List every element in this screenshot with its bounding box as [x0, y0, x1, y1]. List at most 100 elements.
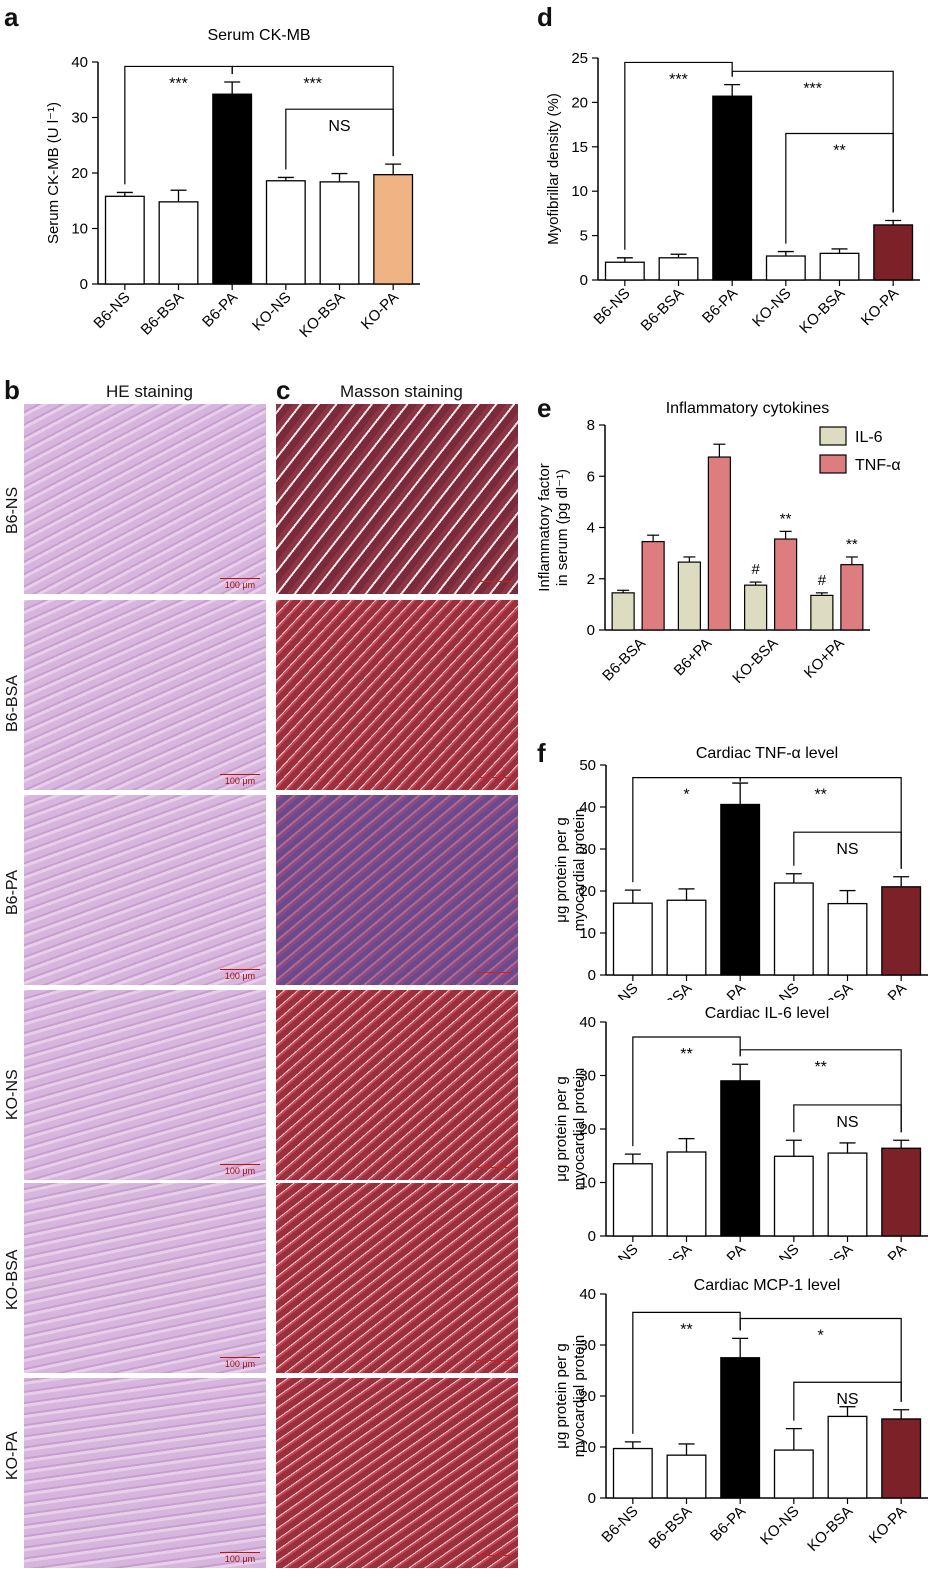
y-tick-label: 0	[587, 622, 595, 639]
chart-title: Cardiac IL-6 level	[705, 1005, 830, 1022]
y-tick-label: 0	[588, 967, 596, 984]
x-tick-label: KO-NS	[749, 285, 795, 331]
bar-ko-pa	[881, 1418, 922, 1499]
y-tick-label: 0	[80, 276, 88, 293]
significance-label: **	[680, 1321, 692, 1338]
significance-bracket	[739, 1317, 902, 1402]
y-axis-label: Serum CK-MB (U l⁻¹)	[45, 102, 62, 244]
bar-b6-bsa	[666, 899, 707, 976]
bar-b6-ns	[604, 261, 645, 281]
y-tick-label: 40	[579, 799, 596, 816]
x-tick-label: B6-BSA	[646, 1503, 696, 1553]
chart-serum-ckmb: Serum CK-MB 0 10 20 30 40 Serum CK-MB (U l⁻¹) B…	[45, 27, 420, 341]
bar-tnf-α-ko+pa	[840, 564, 864, 631]
x-tick-label: B6-PA	[707, 980, 749, 1000]
bar-il-6-b6-bsa	[611, 592, 635, 631]
bar-ko-bsa	[319, 181, 360, 285]
x-tick-label: KO-NS	[757, 1503, 803, 1549]
bar-ko-pa	[881, 886, 922, 976]
chart-cardiac-mcp1: Cardiac MCP-1 level 0 10 20 30 40 μg protein p…	[553, 1277, 928, 1555]
chart-cardiac-il6: Cardiac IL-6 level 0 10 20 30 40 μg protein pe…	[553, 1005, 928, 1260]
masson-micrograph-b6-bsa	[276, 600, 518, 790]
y-tick-label: 15	[571, 139, 588, 156]
significance-bracket	[624, 61, 733, 250]
y-tick-label: 10	[579, 925, 596, 942]
significance-label: *	[818, 1327, 824, 1344]
panel-letter-d: d	[537, 2, 553, 32]
row-label-ko-ns: KO-NS	[4, 1069, 21, 1120]
masson-micrograph-ko-bsa	[276, 1183, 518, 1373]
bar-il-6-b6+pa	[677, 561, 701, 631]
y-tick-label: 4	[587, 520, 595, 537]
x-tick-label: KO-PA	[866, 1503, 910, 1547]
y-axis-label: Inflammatory factor	[536, 463, 553, 591]
scale-bar: 100 μm	[220, 1357, 260, 1369]
x-tick-label: KO-NS	[757, 980, 803, 1000]
row-label-b6-bsa: B6-BSA	[4, 675, 21, 732]
bar-tnf-α-b6-bsa	[641, 540, 665, 631]
bar-b6-ns	[612, 1163, 653, 1237]
bar-ko-bsa	[827, 902, 868, 976]
significance-label: NS	[836, 841, 858, 858]
y-tick-label: 20	[571, 94, 588, 111]
significance-bracket	[739, 1049, 902, 1133]
chart-title: Cardiac TNF-α level	[696, 745, 838, 762]
y-tick-label: 8	[587, 417, 595, 434]
bar-b6-pa	[720, 803, 761, 976]
y-tick-label: 10	[71, 221, 88, 238]
bar-b6-ns	[612, 1447, 653, 1499]
y-tick-label: 10	[579, 1439, 596, 1456]
bar-b6-ns	[612, 902, 653, 976]
chart-title: Serum CK-MB	[207, 27, 310, 44]
significance-label: NS	[836, 1391, 858, 1408]
bar-b6-bsa	[666, 1454, 707, 1499]
y-tick-label: 0	[588, 1490, 596, 1507]
bar-tnf-α-ko-bsa	[774, 538, 798, 631]
bar-b6-bsa	[658, 257, 699, 281]
y-tick-label: 40	[71, 54, 88, 71]
bar-ko-bsa	[827, 1152, 868, 1237]
x-tick-label: B6-BSA	[646, 980, 696, 1000]
significance-mark: **	[846, 536, 858, 553]
scale-bar: 100 μm	[220, 1552, 260, 1564]
chart-title: Cardiac MCP-1 level	[694, 1277, 841, 1294]
y-tick-label: 10	[571, 183, 588, 200]
significance-label: *	[683, 787, 689, 804]
chart-inflammatory-cytokines: Inflammatory cytokines 0 2 4 6 8 Inflammatory …	[536, 400, 901, 687]
bar-ko-pa	[373, 174, 414, 285]
y-tick-label: 40	[579, 1014, 596, 1031]
x-tick-label: KO-BSA	[796, 285, 848, 337]
x-tick-label: KO-BSA	[729, 635, 781, 687]
significance-label: NS	[328, 118, 350, 135]
bar-b6-pa	[720, 1357, 761, 1499]
x-tick-label: KO-NS	[249, 289, 295, 335]
masson-micrograph-ko-ns	[276, 990, 518, 1180]
masson-micrograph-ko-pa	[276, 1378, 518, 1568]
y-axis-label: myocardial protein	[571, 809, 588, 932]
bar-b6-pa	[712, 95, 753, 281]
x-tick-label: B6-NS	[590, 285, 633, 328]
x-tick-label: KO-BSA	[296, 289, 348, 341]
x-tick-label: B6-NS	[598, 1503, 641, 1546]
y-tick-label: 5	[580, 228, 588, 245]
he-micrograph-ko-bsa: 100 μm	[24, 1183, 266, 1373]
significance-label: ***	[803, 80, 822, 97]
y-tick-label: 50	[579, 757, 596, 774]
scale-bar-line	[476, 972, 512, 973]
y-tick-label: 6	[587, 468, 595, 485]
significance-bracket	[785, 132, 894, 244]
significance-mark: #	[751, 561, 760, 578]
y-axis-label: in serum (pg dl⁻¹)	[554, 469, 571, 586]
x-tick-label: B6-NS	[90, 289, 133, 332]
scale-bar-line	[476, 581, 512, 582]
y-tick-label: 30	[71, 110, 88, 127]
panel-letter-a: a	[4, 2, 19, 32]
bar-b6-bsa	[666, 1151, 707, 1237]
y-tick-label: 10	[579, 1175, 596, 1192]
y-tick-label: 0	[580, 272, 588, 289]
x-tick-label: KO-PA	[866, 1241, 910, 1260]
y-tick-label: 25	[571, 50, 588, 67]
bar-tnf-α-b6+pa	[707, 456, 731, 631]
bar-ko-ns	[773, 1155, 814, 1237]
